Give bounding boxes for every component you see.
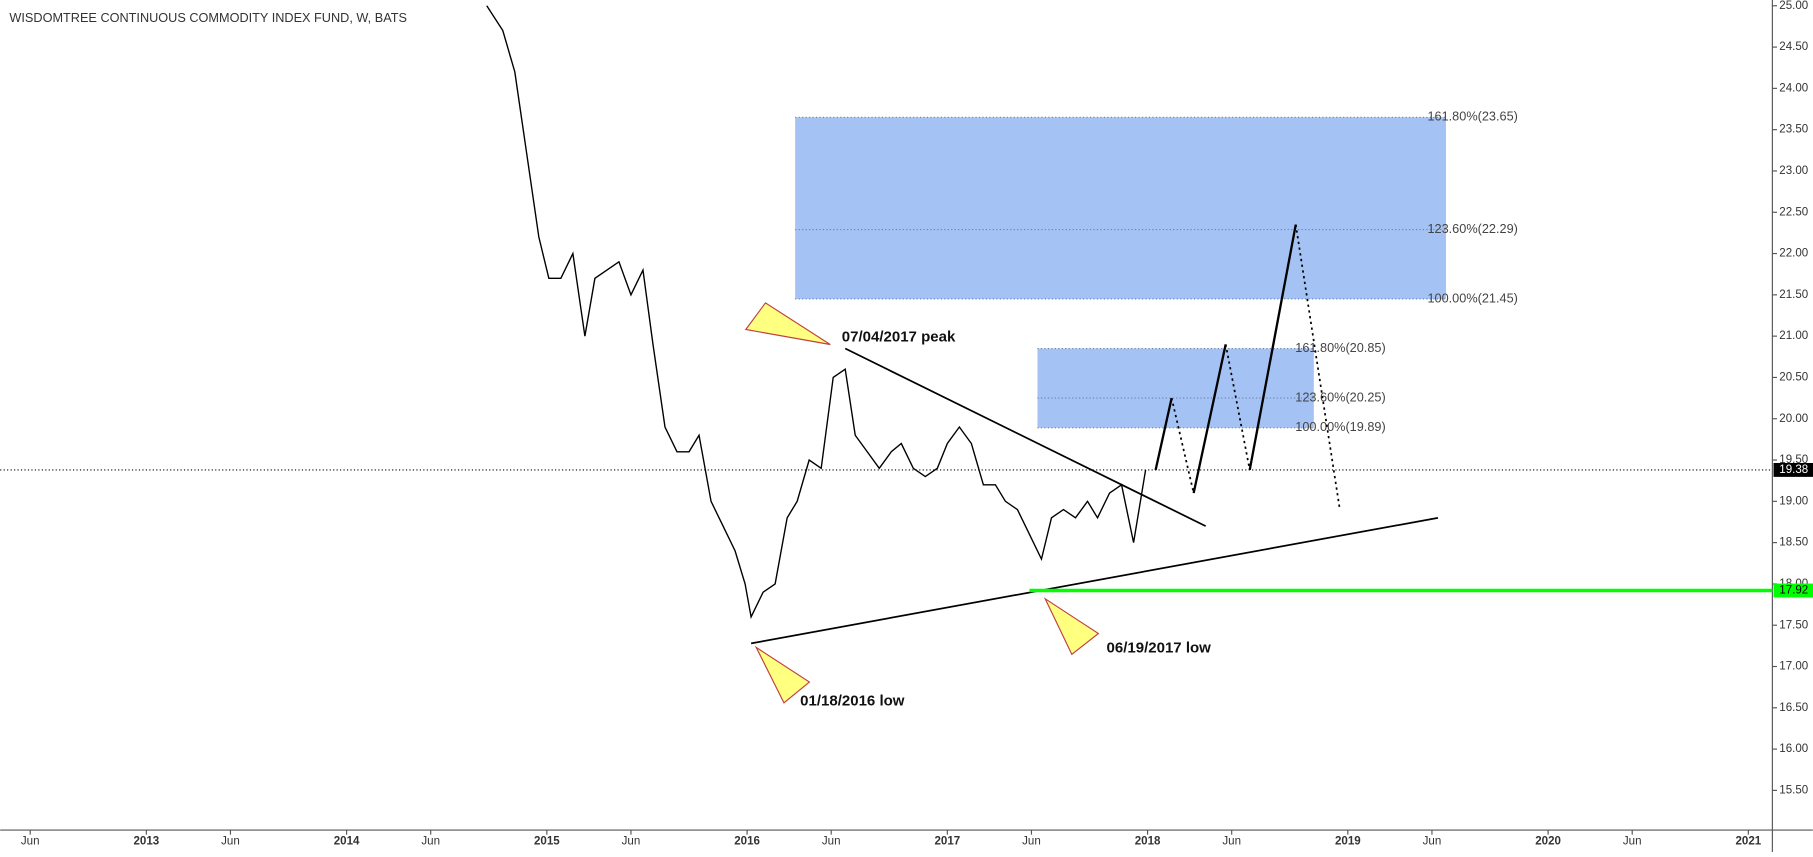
- marker-triangle: [1043, 597, 1100, 656]
- x-tick-label: Jun: [1222, 836, 1241, 848]
- y-tick-label: 19.00: [1779, 495, 1808, 507]
- y-tick-label: 25.00: [1779, 0, 1808, 12]
- fib-label: 161.80%(23.65): [1427, 109, 1517, 124]
- projection-leg: [1154, 397, 1173, 471]
- x-tick-label: 2021: [1735, 836, 1761, 848]
- x-tick-label: 2016: [734, 836, 760, 848]
- y-tick-label: 15.50: [1779, 784, 1808, 796]
- fib-label: 123.60%(22.29): [1427, 221, 1517, 236]
- y-tick-label: 16.50: [1779, 702, 1808, 714]
- y-tick-label: 23.50: [1779, 124, 1808, 136]
- fib-label: 100.00%(21.45): [1427, 290, 1517, 305]
- y-tick-label: 24.00: [1779, 82, 1808, 94]
- y-tick-label: 24.50: [1779, 41, 1808, 53]
- y-tick-label: 22.00: [1779, 248, 1808, 260]
- x-tick-label: 2013: [134, 836, 160, 848]
- y-tick-label: 18.50: [1779, 537, 1808, 549]
- y-tick-label: 16.00: [1779, 743, 1808, 755]
- y-tick-label: 20.00: [1779, 413, 1808, 425]
- x-tick-label: 2015: [534, 836, 560, 848]
- x-tick-label: Jun: [1623, 836, 1642, 848]
- x-tick-label: 2014: [334, 836, 360, 848]
- fib-zone: [1037, 348, 1314, 428]
- projection-leg: [1224, 344, 1251, 471]
- annotation: 07/04/2017 peak: [842, 329, 956, 346]
- x-tick-label: Jun: [822, 836, 841, 848]
- projection-leg: [1294, 224, 1341, 510]
- y-tick-label: 21.50: [1779, 289, 1808, 301]
- annotation: 01/18/2016 low: [800, 693, 905, 710]
- x-tick-label: Jun: [221, 836, 240, 848]
- y-tick-label: 17.00: [1779, 661, 1808, 673]
- x-tick-label: 2018: [1135, 836, 1161, 848]
- x-tick-label: 2020: [1535, 836, 1561, 848]
- annotation: 06/19/2017 low: [1106, 640, 1211, 657]
- marker-triangle: [744, 302, 831, 346]
- y-tick-label: 21.00: [1779, 330, 1808, 342]
- projection-leg: [1192, 344, 1227, 494]
- support-label: 17.92: [1779, 585, 1808, 597]
- x-tick-label: Jun: [1022, 836, 1041, 848]
- last-price-label: 19.38: [1779, 464, 1808, 476]
- y-tick-label: 20.50: [1779, 371, 1808, 383]
- y-tick-label: 17.50: [1779, 619, 1808, 631]
- x-tick-label: Jun: [21, 836, 40, 848]
- marker-triangle: [754, 645, 811, 704]
- trendline: [844, 347, 1207, 527]
- last-price-box: [1773, 463, 1813, 477]
- fib-zone: [795, 117, 1446, 299]
- fib-label: 123.60%(20.25): [1295, 389, 1385, 404]
- trendline: [750, 516, 1439, 645]
- fib-label: 100.00%(19.89): [1295, 419, 1385, 434]
- projection-leg: [1248, 224, 1297, 471]
- y-tick-label: 23.00: [1779, 165, 1808, 177]
- fib-label: 161.80%(20.85): [1295, 340, 1385, 355]
- price-line: [486, 5, 1147, 620]
- x-tick-label: 2017: [935, 836, 961, 848]
- x-tick-label: Jun: [1423, 836, 1442, 848]
- x-tick-label: Jun: [421, 836, 440, 848]
- x-tick-label: Jun: [622, 836, 641, 848]
- chart-title: WISDOMTREE CONTINUOUS COMMODITY INDEX FU…: [9, 10, 407, 25]
- support-box: [1773, 583, 1813, 598]
- projection-leg: [1170, 397, 1195, 494]
- x-tick-label: 2019: [1335, 836, 1361, 848]
- y-tick-label: 22.50: [1779, 206, 1808, 218]
